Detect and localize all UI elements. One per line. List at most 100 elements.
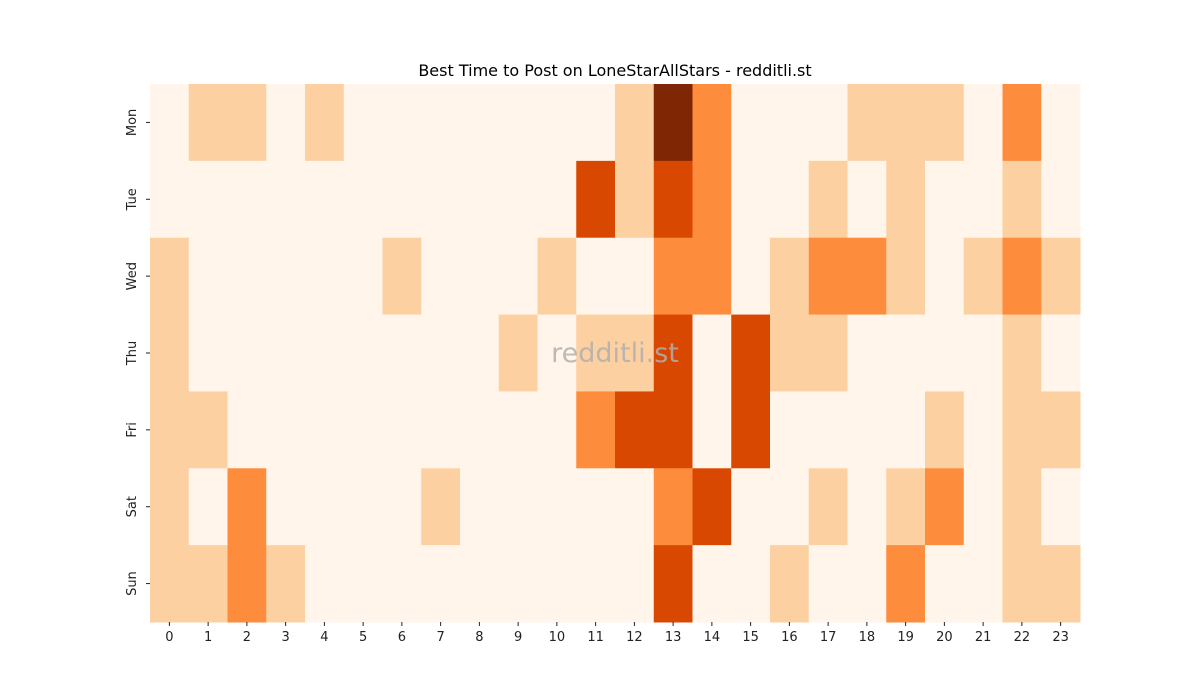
- heatmap-cell: [498, 160, 538, 239]
- heatmap-cell: [770, 391, 810, 469]
- x-tick-label: 1: [204, 630, 212, 645]
- heatmap-cell: [382, 84, 422, 162]
- x-tick-label: 5: [359, 630, 367, 645]
- heatmap-cell: [731, 237, 771, 316]
- heatmap-cell: [150, 84, 190, 162]
- x-axis: 0 1 2 3 4 5 6 7 8 9 10 11 12 13 14 15 16 17 18 19 20 21 22 23: [165, 622, 1069, 645]
- heatmap-cell: [150, 237, 190, 316]
- heatmap-cell: [537, 314, 577, 392]
- heatmap-cell: [1002, 314, 1042, 392]
- heatmap-cell: [925, 84, 965, 162]
- heatmap-cell: [498, 84, 538, 162]
- heatmap-cell: [925, 160, 965, 239]
- heatmap-cell: [847, 314, 887, 392]
- heatmap-cell: [1041, 391, 1081, 469]
- heatmap-cell: [343, 468, 383, 546]
- heatmap-cell: [537, 468, 577, 546]
- heatmap-cell: [808, 160, 848, 239]
- heatmap-cell: [498, 237, 538, 316]
- heatmap-cell: [886, 84, 926, 162]
- heatmap-cell: [963, 84, 1003, 162]
- heatmap-cell: [770, 545, 810, 623]
- heatmap-cell: [925, 237, 965, 316]
- heatmap-cell: [653, 545, 693, 623]
- heatmap-cell: [770, 468, 810, 546]
- x-tick-label: 2: [243, 630, 251, 645]
- heatmap-cell: [886, 314, 926, 392]
- heatmap-cell: [227, 391, 267, 469]
- heatmap-cell: [576, 468, 616, 546]
- heatmap-cell: [692, 545, 732, 623]
- heatmap-cell: [266, 237, 306, 316]
- heatmap-cell: [498, 468, 538, 546]
- y-tick-label: Sat: [125, 496, 140, 517]
- heatmap-cell: [266, 84, 306, 162]
- y-tick-label: Wed: [125, 262, 140, 290]
- heatmap-cell: [150, 160, 190, 239]
- heatmap-cell: [886, 545, 926, 623]
- heatmap-cell: [847, 237, 887, 316]
- heatmap-cell: [421, 84, 461, 162]
- heatmap-cell: [847, 391, 887, 469]
- heatmap-cell: [692, 468, 732, 546]
- heatmap-cell: [382, 545, 422, 623]
- x-tick-label: 21: [975, 630, 992, 645]
- heatmap-cell: [576, 160, 616, 239]
- y-tick-label: Tue: [125, 188, 140, 211]
- heatmap-cell: [382, 314, 422, 392]
- heatmap-cell: [925, 391, 965, 469]
- heatmap-cell: [808, 314, 848, 392]
- heatmap-cell: [188, 545, 228, 623]
- heatmap-cell: [576, 391, 616, 469]
- heatmap-cell: [1002, 468, 1042, 546]
- heatmap-cell: [498, 391, 538, 469]
- heatmap-cell: [382, 237, 422, 316]
- heatmap-cell: [1041, 160, 1081, 239]
- heatmap-cell: [421, 391, 461, 469]
- x-tick-label: 23: [1052, 630, 1069, 645]
- heatmap-cell: [770, 237, 810, 316]
- heatmap-cell: [227, 160, 267, 239]
- heatmap-cell: [963, 468, 1003, 546]
- x-tick-label: 13: [665, 630, 682, 645]
- heatmap-cell: [1041, 237, 1081, 316]
- heatmap-cell: [382, 391, 422, 469]
- x-tick-label: 9: [514, 630, 522, 645]
- heatmap-cell: [886, 391, 926, 469]
- heatmap-cell: [266, 545, 306, 623]
- heatmap-cell: [266, 160, 306, 239]
- heatmap-cell: [188, 84, 228, 162]
- heatmap-cell: [847, 545, 887, 623]
- heatmap-cell: [963, 545, 1003, 623]
- heatmap-cell: [460, 468, 500, 546]
- watermark: redditli.st: [551, 338, 679, 369]
- heatmap-cell: [188, 160, 228, 239]
- heatmap-cell: [692, 391, 732, 469]
- heatmap-cell: [537, 545, 577, 623]
- heatmap-cell: [343, 237, 383, 316]
- heatmap-cell: [847, 84, 887, 162]
- heatmap-cell: [731, 468, 771, 546]
- heatmap-cell: [615, 468, 655, 546]
- heatmap-cell: [1002, 160, 1042, 239]
- heatmap-cell: [963, 314, 1003, 392]
- heatmap-cell: [808, 391, 848, 469]
- x-tick-label: 6: [398, 630, 406, 645]
- heatmap-cell: [460, 314, 500, 392]
- y-tick-label: Thu: [125, 341, 140, 366]
- heatmap-cell: [653, 237, 693, 316]
- heatmap-cell: [1002, 237, 1042, 316]
- x-tick-label: 18: [859, 630, 876, 645]
- heatmap-cell: [770, 160, 810, 239]
- heatmap-cell: [305, 160, 345, 239]
- heatmap-cell: [770, 314, 810, 392]
- heatmap-cell: [808, 468, 848, 546]
- heatmap-cell: [343, 160, 383, 239]
- heatmap-cell: [227, 468, 267, 546]
- heatmap-cell: [692, 314, 732, 392]
- heatmap-cell: [266, 314, 306, 392]
- heatmap-cell: [615, 160, 655, 239]
- heatmap-cell: [188, 237, 228, 316]
